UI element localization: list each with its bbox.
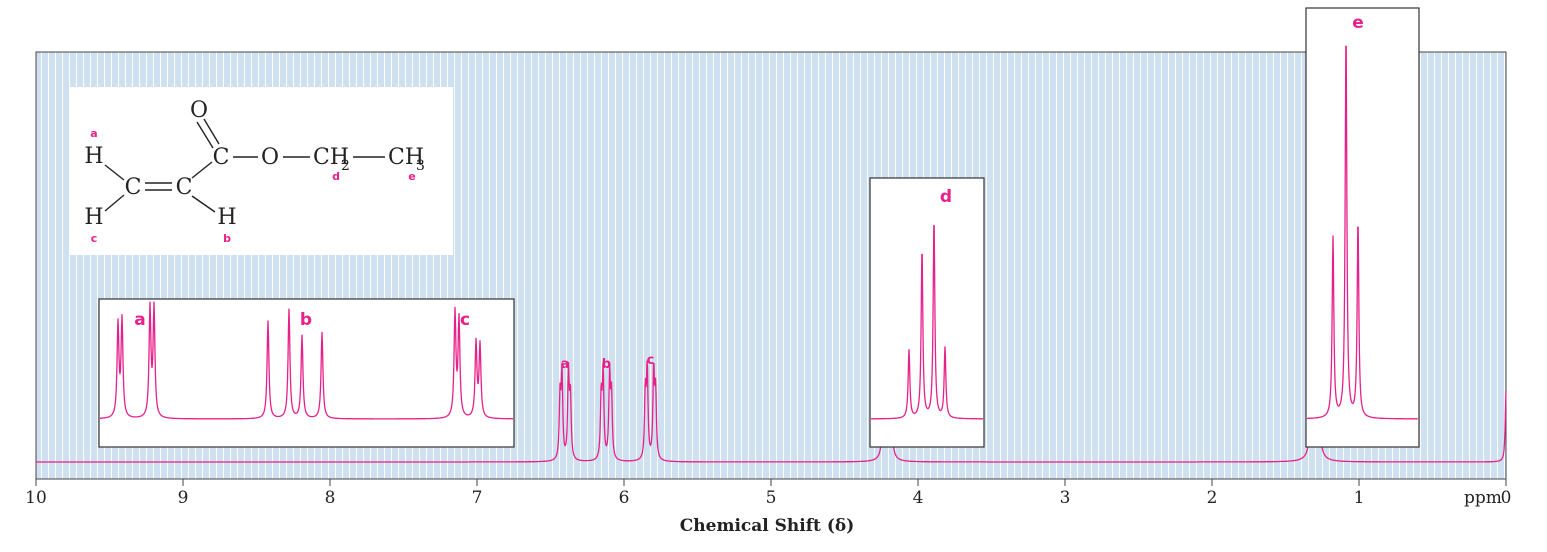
proton-label-c: c	[91, 232, 98, 245]
atom-h-b: H	[217, 205, 236, 230]
inset-d-line	[871, 225, 983, 420]
group-ch3: CH	[388, 145, 424, 170]
group-ch2: CH	[313, 145, 349, 170]
atom-c-internal: C	[176, 175, 193, 200]
bond-c-h-c	[104, 194, 125, 212]
x-tick-label: 7	[472, 488, 483, 508]
x-tick-label: 8	[325, 488, 336, 508]
bond-c-h-a	[104, 164, 125, 181]
group-ch2-subscript: 2	[341, 158, 350, 174]
atom-c-carbonyl: C	[213, 145, 230, 170]
structure-box	[70, 87, 453, 255]
inset-e-frame	[1305, 7, 1420, 448]
atom-o-carbonyl: O	[190, 98, 208, 123]
bond-c-h-b	[191, 195, 216, 213]
inset-abc: a b c	[98, 298, 515, 448]
x-tick-label: 0	[1501, 488, 1512, 508]
x-axis-unit: ppm	[1464, 488, 1502, 508]
proton-label-d: d	[332, 170, 340, 183]
bond-co-double-2	[203, 118, 220, 145]
atom-h-a: H	[84, 144, 103, 169]
inset-abc-line	[100, 301, 513, 420]
peak-label-a: a	[561, 357, 570, 372]
x-tick-label: 2	[1207, 488, 1218, 508]
inset-e: e	[1305, 7, 1420, 448]
x-axis-label: Chemical Shift (δ)	[680, 516, 855, 536]
bond-co-double-1	[196, 121, 214, 149]
x-tick-label: 5	[766, 488, 777, 508]
x-tick-label: 6	[619, 488, 630, 508]
x-tick-label: 9	[178, 488, 189, 508]
molecule-structure: O C O CH 2 CH 3 H H C C H a c b d e	[70, 87, 453, 255]
proton-label-a: a	[90, 127, 97, 140]
inset-label-d: d	[940, 187, 952, 207]
bond-c-c-carbonyl	[191, 161, 213, 179]
spectrum-line	[36, 55, 1507, 463]
atom-c-terminal: C	[125, 175, 142, 200]
atom-o-ester: O	[261, 145, 279, 170]
proton-label-b: b	[223, 232, 231, 245]
inset-d: d	[869, 177, 985, 448]
inset-label-a: a	[134, 310, 145, 330]
peak-label-b: b	[602, 357, 611, 372]
atom-h-c: H	[84, 205, 103, 230]
x-tick-label: 4	[913, 488, 924, 508]
x-tick-label: 3	[1060, 488, 1071, 508]
inset-label-b: b	[300, 310, 312, 330]
x-tick-label: 1	[1354, 488, 1365, 508]
inset-abc-frame	[98, 298, 515, 448]
inset-e-line	[1307, 45, 1418, 420]
proton-label-e: e	[408, 170, 415, 183]
x-axis: 10 9 8 7 6 5 4 3 2 1 0	[25, 479, 1511, 508]
inset-d-frame	[869, 177, 985, 448]
x-tick-label: 10	[25, 488, 47, 508]
group-ch3-subscript: 3	[416, 158, 425, 174]
inset-label-c: c	[460, 310, 470, 330]
peak-label-c: c	[647, 353, 655, 368]
inset-label-e: e	[1352, 13, 1364, 33]
